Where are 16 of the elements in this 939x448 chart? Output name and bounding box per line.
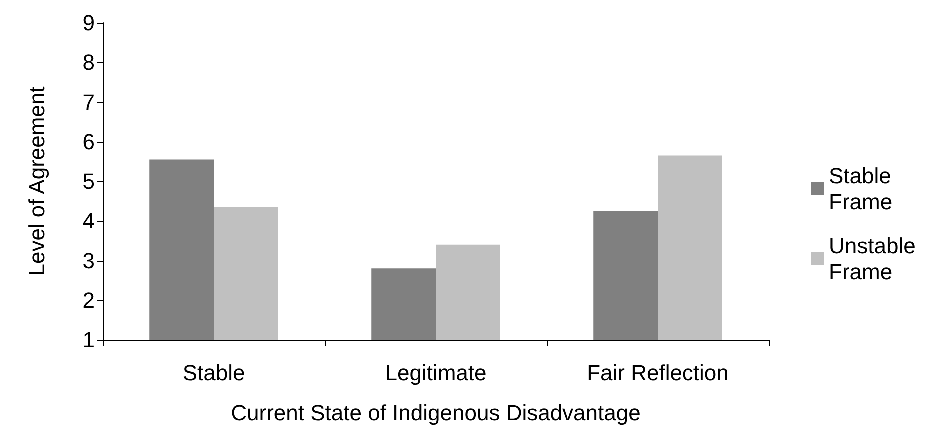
- y-axis-title: Level of Agreement: [24, 86, 50, 276]
- x-tick-label: Legitimate: [385, 360, 487, 386]
- legend-label: Stable Frame: [829, 164, 898, 214]
- y-tick-label: 6: [82, 129, 95, 154]
- x-axis-title: Current State of Indigenous Disadvantage: [231, 400, 641, 426]
- x-tick-label: Stable: [182, 360, 246, 386]
- x-tick-label: Fair Reflection: [587, 360, 729, 386]
- y-tick-label: 9: [82, 10, 95, 36]
- y-tick-label: 3: [82, 248, 95, 274]
- y-tick-label: 2: [82, 288, 95, 313]
- y-tick-label: 1: [82, 328, 95, 352]
- y-tick-label: 7: [82, 90, 95, 115]
- legend-label: Unstable Frame: [829, 234, 922, 284]
- y-tick-label: 4: [82, 208, 95, 234]
- y-tick-label: 8: [82, 50, 95, 76]
- y-tick-label: 5: [82, 169, 95, 194]
